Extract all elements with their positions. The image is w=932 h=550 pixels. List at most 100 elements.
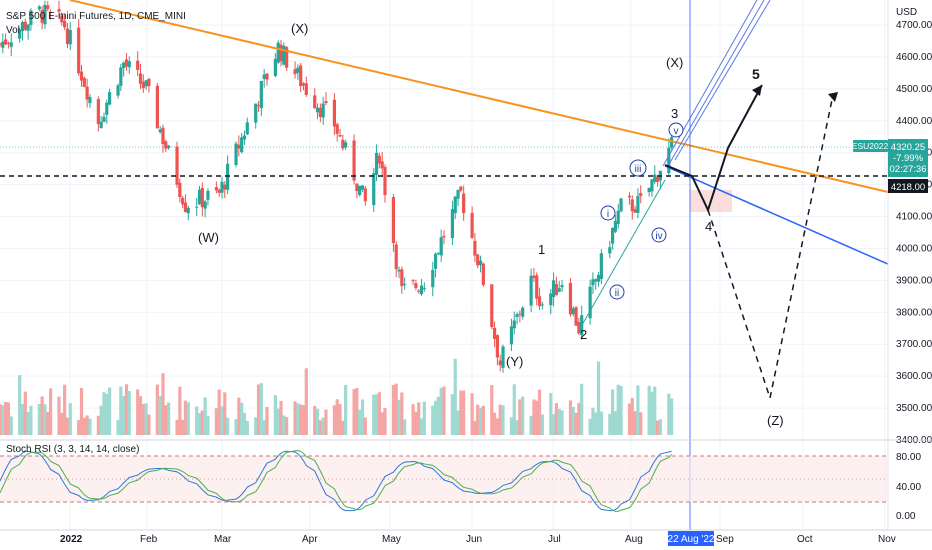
volume-bar: [436, 396, 440, 435]
candle-body: [65, 28, 70, 44]
candle-body: [265, 73, 269, 80]
candle-body: [422, 287, 426, 289]
volume-bar: [102, 392, 106, 435]
candle-body: [377, 155, 381, 164]
volume-bar: [518, 399, 522, 435]
volume-bar: [220, 406, 224, 435]
wave-label-ii: ii: [609, 284, 625, 300]
volume-bar: [167, 402, 171, 435]
candle-body: [242, 135, 247, 140]
symbol-title[interactable]: S&P 500 E-mini Futures, 1D, CME_MINI: [6, 11, 186, 22]
volume-bar: [124, 384, 129, 435]
candle-body: [372, 173, 376, 206]
price-tick-label: 3700.00: [896, 339, 932, 350]
volume-bar: [650, 391, 654, 435]
zigzag-projection-path[interactable]: [707, 94, 834, 401]
volume-bar: [431, 405, 435, 435]
volume-bar: [419, 418, 424, 435]
candle-body: [122, 62, 126, 69]
blue-upper-channel-2[interactable]: [667, 0, 765, 167]
volume-bar: [161, 373, 165, 435]
candle-body: [183, 202, 188, 213]
candle-body: [596, 275, 601, 282]
volume-bar: [481, 405, 485, 435]
volume-bar: [296, 403, 300, 435]
candle-body: [6, 43, 11, 45]
orange-trendline[interactable]: [69, 0, 889, 193]
volume-bar: [341, 420, 345, 435]
candle-body: [226, 163, 230, 190]
volume-bar: [234, 419, 238, 435]
candle-body: [495, 335, 499, 358]
currency-label: USD: [896, 7, 917, 18]
volume-bar: [450, 394, 455, 435]
volume-bar: [574, 412, 578, 435]
volume-bar: [195, 406, 199, 435]
candle-body: [237, 144, 241, 149]
candle-body: [450, 209, 455, 239]
volume-bar: [276, 408, 280, 435]
volume-bar: [23, 391, 27, 435]
volume-bar: [46, 412, 50, 435]
candle-body: [26, 24, 30, 31]
price-tick-label: 4500.00: [896, 84, 932, 95]
volume-bar: [476, 404, 480, 435]
price-pane[interactable]: (W) (X) (X) (Y) (Z) 1 2 3 4 5 i ii iii i…: [0, 0, 891, 530]
volume-bar: [138, 396, 143, 435]
stoch-rsi-d-line: [0, 450, 672, 512]
time-axis[interactable]: 2022 Feb Mar Apr May Jun Jul Aug 22 Aug …: [0, 529, 932, 546]
volume-bar: [335, 399, 339, 435]
volume-bar: [363, 417, 367, 435]
candle-body: [79, 71, 84, 81]
volume-bar: [324, 409, 328, 435]
wave-label-x-top: (X): [291, 21, 308, 36]
stoch-rsi-pane[interactable]: Stoch RSI (3, 3, 14, 14, close) 80.00 40…: [0, 439, 932, 522]
blue-channel-line[interactable]: [664, 165, 891, 266]
blue-upper-channel-3[interactable]: [674, 0, 771, 161]
volume-bar: [77, 420, 81, 435]
volume-bar: [254, 417, 258, 435]
volume-bar: [20, 404, 25, 435]
candle-body: [481, 263, 485, 286]
candle-body: [332, 99, 337, 127]
last-price-badge: 4320.25 -7.99% 02:27:36: [888, 139, 928, 177]
price-axis[interactable]: USD 4700.004600.004500.004400.004300.004…: [852, 0, 932, 530]
volume-bar: [352, 389, 356, 435]
candle-body: [521, 307, 525, 317]
volume-bar: [599, 411, 603, 435]
volume-bar: [282, 415, 286, 435]
volume-bar: [551, 414, 556, 435]
volume-bar: [580, 383, 584, 435]
stoch-rsi-title[interactable]: Stoch RSI (3, 3, 14, 14, close): [6, 444, 139, 455]
volume-bar: [60, 412, 64, 435]
candle-body: [431, 269, 435, 288]
candle-body: [627, 195, 632, 198]
price-tick-label: 4400.00: [896, 116, 932, 127]
candle-body: [591, 279, 595, 286]
time-tick-aug: Aug: [625, 534, 643, 545]
candle-body: [571, 308, 575, 315]
candle-body: [57, 9, 61, 12]
volume-bar: [383, 408, 387, 435]
volume-bar: [318, 420, 322, 435]
volume-bar: [596, 361, 601, 435]
candle-body: [358, 185, 362, 196]
volume-bar: [68, 403, 72, 435]
candle-body: [518, 313, 522, 315]
price-tick-label: 4600.00: [896, 52, 932, 63]
candle-body: [549, 293, 553, 306]
wave-label-i: i: [600, 205, 616, 221]
svg-text:iii: iii: [635, 164, 642, 175]
blue-upper-channel-1[interactable]: [662, 0, 758, 167]
candle-body: [138, 73, 143, 84]
candle-body: [256, 105, 261, 107]
volume-bar: [304, 368, 308, 435]
candle-body: [141, 81, 145, 89]
volume-label[interactable]: Vol: [6, 25, 20, 36]
candle-body: [647, 187, 651, 193]
candle-body: [453, 196, 457, 214]
volume-bar: [141, 404, 145, 435]
candle-body: [476, 254, 480, 266]
candle-body: [588, 286, 592, 319]
